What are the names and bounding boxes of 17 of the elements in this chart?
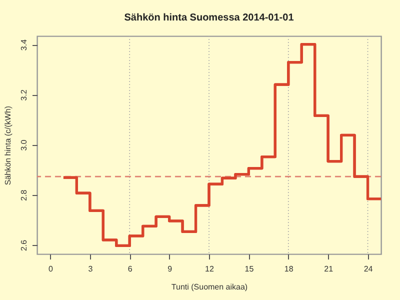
x-tick-label: 6 [128,264,133,274]
y-tick-label: 3.0 [20,139,28,151]
y-tick-label: 3.4 [20,38,28,51]
x-tick-label: 3 [88,264,94,274]
x-tick-label: 12 [205,264,214,274]
y-tick-label: 3.2 [20,89,28,101]
x-tick-label: 21 [324,264,334,274]
x-tick-label: 0 [48,264,54,274]
chart-title: Sähkön hinta Suomessa 2014-01-01 [124,12,294,24]
y-axis-title: Sähkön hinta (c/(kWh) [4,106,12,186]
x-axis-title: Tunti (Suomen aikaa) [171,282,248,292]
y-tick-label: 2.8 [20,189,28,201]
x-tick-label: 9 [168,264,173,274]
y-tick-label: 2.6 [20,239,28,252]
x-tick-label: 24 [364,264,374,274]
x-tick-label: 15 [244,264,254,274]
x-tick-label: 18 [284,264,294,274]
